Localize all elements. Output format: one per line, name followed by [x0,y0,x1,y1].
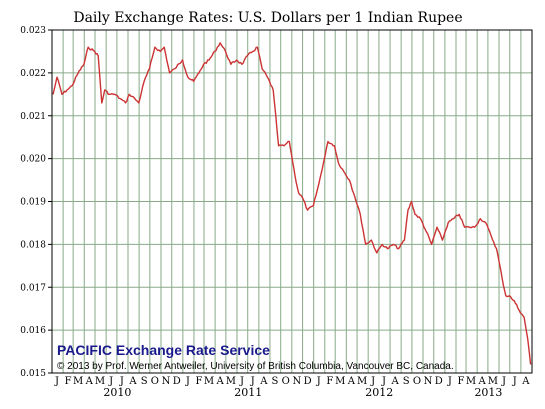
month-tick-label: F [326,376,333,387]
y-tick-label: 0.015 [20,369,46,379]
month-tick-label: J [381,376,386,387]
month-tick-label: A [521,376,530,387]
month-tick-label: O [413,376,421,387]
month-tick-label: N [162,376,171,387]
brand-label: PACIFIC Exchange Rate Service [57,342,270,358]
month-tick-label: M [488,376,498,387]
month-tick-label: M [335,376,345,387]
year-tick-label: 2011 [234,386,262,399]
month-tick-label: M [73,376,83,387]
month-tick-label: M [226,376,236,387]
month-tick-label: F [195,376,202,387]
grid-layer [52,30,532,373]
month-tick-label: J [447,376,452,387]
month-tick-label: D [173,376,181,387]
month-tick-label: A [390,376,399,387]
month-tick-label: S [403,376,410,387]
y-tick-label: 0.017 [20,283,46,293]
month-tick-label: J [119,376,124,387]
year-tick-label: 2012 [365,386,393,399]
month-tick-label: J [239,376,244,387]
y-tick-label: 0.019 [20,198,46,208]
month-tick-label: S [272,376,279,387]
month-tick-label: S [141,376,148,387]
month-tick-label: O [282,376,290,387]
month-tick-label: O [151,376,159,387]
month-tick-label: M [466,376,476,387]
month-tick-label: F [458,376,465,387]
month-tick-label: J [185,376,190,387]
month-tick-label: A [85,376,94,387]
y-tick-label: 0.016 [20,326,46,336]
month-tick-label: J [108,376,113,387]
chart-title: Daily Exchange Rates: U.S. Dollars per 1… [73,10,462,26]
plot-frame [51,29,533,374]
year-tick-label: 2010 [103,386,131,399]
y-tick-label: 0.023 [20,26,46,36]
series-layer [52,42,532,365]
month-tick-label: J [512,376,517,387]
y-tick-label: 0.022 [20,69,46,79]
year-tick-label: 2013 [474,386,502,399]
month-tick-label: D [435,376,443,387]
month-tick-label: A [128,376,137,387]
y-tick-label: 0.021 [20,112,46,122]
month-tick-label: J [250,376,255,387]
month-tick-label: J [370,376,375,387]
month-tick-label: N [424,376,433,387]
month-tick-label: A [259,376,268,387]
usd-per-inr-series-line [52,42,532,365]
month-tick-label: D [304,376,312,387]
y-tick-label: 0.018 [20,240,46,250]
month-tick-label: M [204,376,214,387]
copyright-notice: © 2013 by Prof. Werner Antweiler, Univer… [57,361,454,372]
month-tick-label: J [54,376,59,387]
month-tick-label: F [65,376,72,387]
y-tick-label: 0.020 [20,155,46,165]
month-tick-label: M [95,376,105,387]
month-tick-label: A [478,376,487,387]
month-tick-label: J [501,376,506,387]
month-tick-label: N [292,376,301,387]
month-tick-label: A [347,376,356,387]
month-tick-label: M [357,376,367,387]
month-tick-label: J [316,376,321,387]
month-tick-label: A [216,376,225,387]
